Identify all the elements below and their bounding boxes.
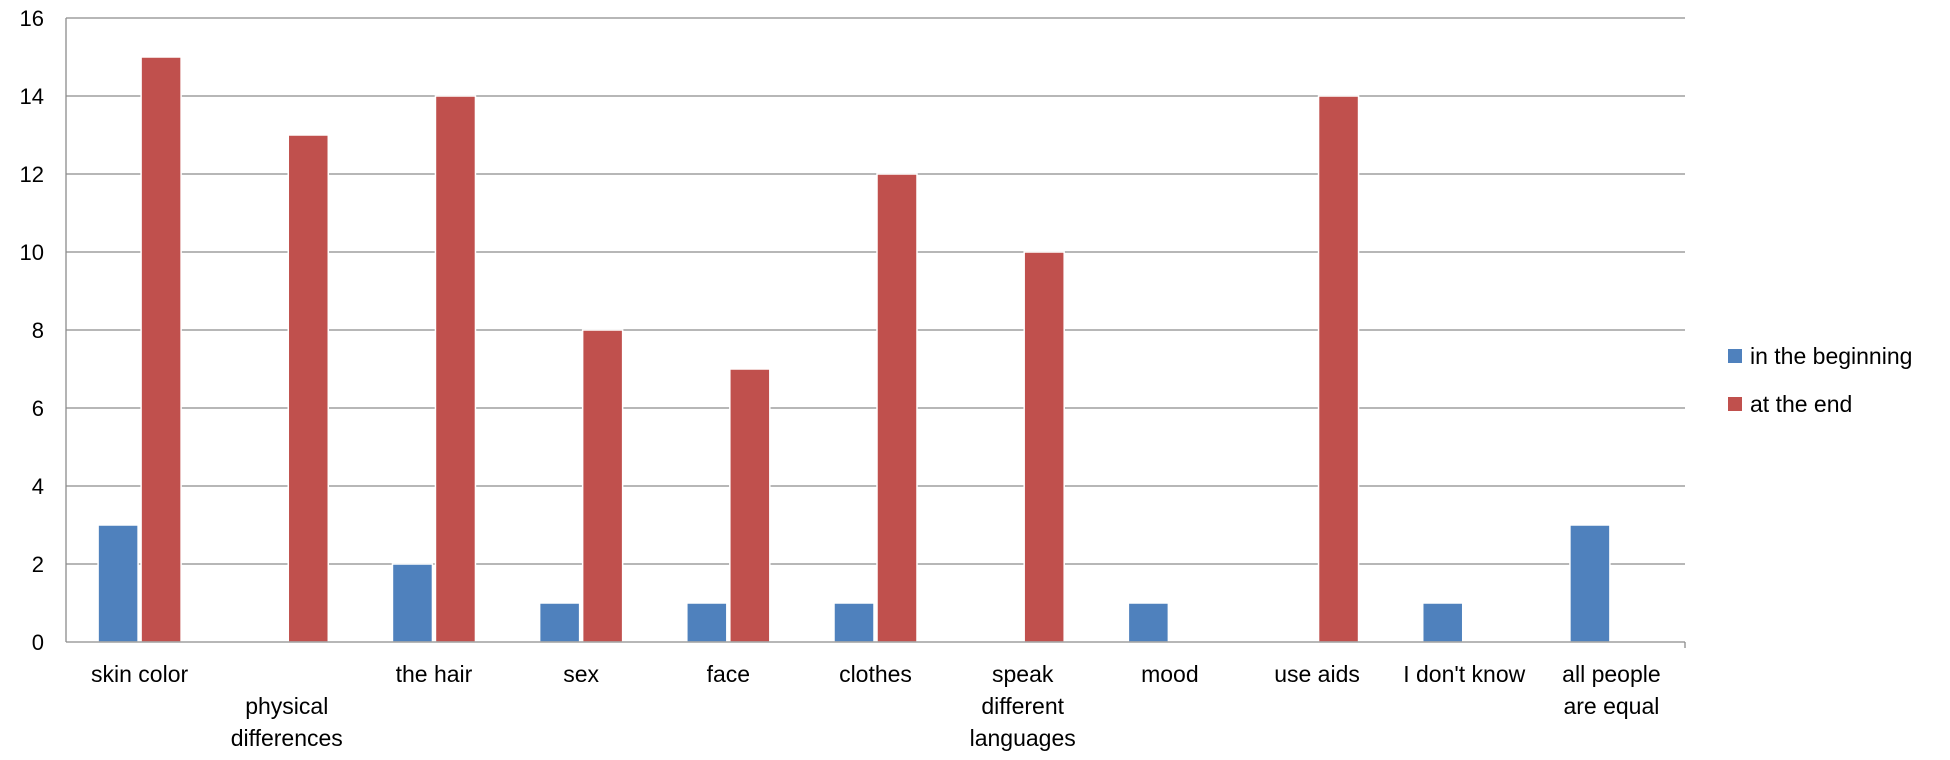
gridlines [66,17,1685,565]
x-category-label: speak different languages [970,661,1076,751]
x-category-label-line: I don't know [1403,661,1525,687]
x-category-label: mood [1141,661,1199,687]
x-category-label-line: use aids [1274,661,1360,687]
bar-at-the-end [140,56,182,643]
bar-in-the-beginning [1569,524,1611,643]
bar-at-the-end [1317,95,1360,643]
legend: in the beginning at the end [1728,343,1912,417]
x-category-label: sex [563,661,599,687]
x-category-label: face [707,661,750,687]
bar-in-the-beginning [833,602,875,643]
bar-at-the-end [876,173,918,643]
x-category-label-line: mood [1141,661,1199,687]
bar-in-the-beginning [1127,602,1170,643]
legend-label: at the end [1750,391,1852,417]
y-tick-label: 14 [20,84,44,109]
bar-in-the-beginning [538,602,581,643]
bar-at-the-end [581,329,624,643]
x-category-label-line: different [981,693,1064,719]
bar-at-the-end [287,134,330,643]
bar-in-the-beginning [686,602,728,643]
x-category-label-line: are equal [1563,693,1659,719]
x-category-label: I don't know [1403,661,1525,687]
legend-label: in the beginning [1750,343,1912,369]
x-category-label: use aids [1274,661,1360,687]
bar-in-the-beginning [1421,602,1464,643]
bars [97,56,1611,643]
y-tick-labels: 0 2 4 6 8 10 12 14 16 [20,6,44,655]
axes [65,18,1686,648]
y-tick-label: 10 [20,240,44,265]
x-category-label-line: the hair [396,661,473,687]
y-tick-label: 8 [32,318,44,343]
x-category-label: skin color [91,661,188,687]
bar-in-the-beginning [97,524,139,643]
y-tick-label: 12 [20,162,44,187]
y-tick-label: 0 [32,630,44,655]
legend-swatch-in-the-beginning [1728,349,1742,363]
y-tick-label: 4 [32,474,44,499]
x-category-label-line: skin color [91,661,188,687]
x-category-label: clothes [839,661,912,687]
x-category-label-line: sex [563,661,599,687]
x-category-label: all people are equal [1562,661,1660,719]
x-category-label-line: languages [970,725,1076,751]
bar-at-the-end [434,95,477,643]
x-category-label-line: speak [992,661,1054,687]
x-category-label-line: clothes [839,661,912,687]
x-category-label-line: differences [231,725,343,751]
bar-in-the-beginning [391,563,434,643]
y-tick-label: 6 [32,396,44,421]
x-category-label-line: physical [245,693,328,719]
bar-at-the-end [729,368,771,643]
y-tick-label: 16 [20,6,44,31]
y-tick-label: 2 [32,552,44,577]
bar-at-the-end [1023,251,1065,643]
x-category-labels: skin color physical differences the hair sex… [91,661,1661,751]
legend-swatch-at-the-end [1728,397,1742,411]
x-category-label: physical differences [231,693,343,751]
x-category-label-line: face [707,661,750,687]
x-category-label-line: all people [1562,661,1660,687]
x-category-label: the hair [396,661,473,687]
